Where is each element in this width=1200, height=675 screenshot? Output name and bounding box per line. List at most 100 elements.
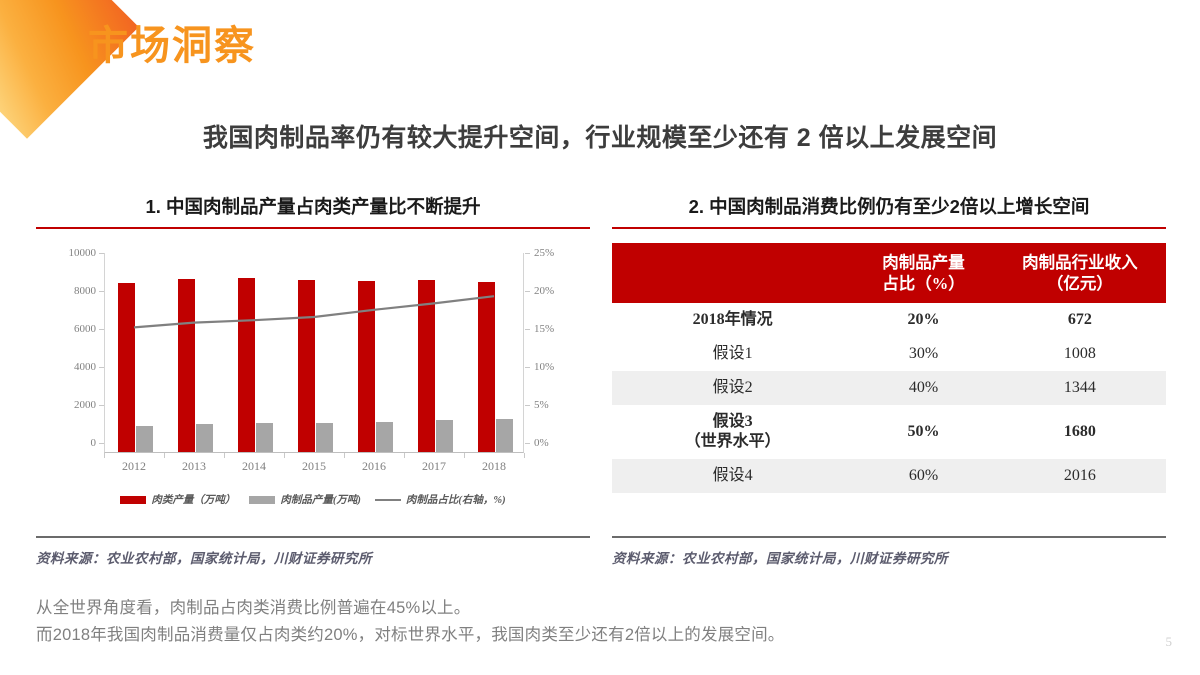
bar-group: [477, 253, 513, 453]
x-axis-tick-2016: 2016: [362, 459, 386, 474]
table-header-pct: 肉制品产量 占比（%）: [853, 243, 994, 304]
left-source-divider: [36, 536, 590, 538]
panel-table: 2. 中国肉制品消费比例仍有至少2倍以上增长空间 肉制品产量 占比（%） 肉制品…: [612, 196, 1166, 566]
x-axis-tick-mark: [404, 453, 405, 459]
bar-meat-output: [477, 281, 495, 453]
legend-item-meat-output: 肉类产量（万吨）: [120, 492, 235, 507]
legend-label-ratio: 肉制品占比(右轴，%): [405, 495, 506, 507]
x-axis-tick-2018: 2018: [482, 459, 506, 474]
table-cell-scenario-line1: 假设3: [712, 413, 753, 431]
panel-chart: 1. 中国肉制品产量占肉类产量比不断提升 10000 8000 6000 400…: [36, 196, 590, 566]
y2-axis-tick-0: 0%: [534, 437, 549, 450]
table-row: 假设4 60% 2016: [612, 459, 1166, 494]
table-row: 假设2 40% 1344: [612, 371, 1166, 406]
y2-axis-tick-15: 15%: [534, 323, 555, 336]
y2-axis-tick-10: 10%: [534, 361, 555, 374]
table-cell-pct: 60%: [853, 459, 994, 494]
legend-swatch-grey-icon: [249, 495, 276, 504]
bar-meat-output: [417, 280, 435, 453]
y2-axis-tick-5: 5%: [534, 399, 549, 412]
bar-processed-output: [135, 425, 153, 453]
bar-group: [297, 253, 333, 453]
x-axis-tick-mark: [104, 453, 105, 459]
legend-swatch-line-icon: [374, 498, 401, 501]
x-axis-tick-2014: 2014: [242, 459, 266, 474]
bar-processed-output: [255, 423, 273, 453]
right-source-block: 资料来源：农业农村部，国家统计局，川财证券研究所: [612, 536, 1166, 567]
x-axis-tick-mark: [164, 453, 165, 459]
table-cell-pct: 20%: [907, 311, 940, 329]
footer-note: 从全世界角度看，肉制品占肉类消费比例普遍在45%以上。 而2018年我国肉制品消…: [36, 595, 785, 648]
bar-processed-output: [195, 424, 213, 453]
y-axis-tick-2000: 2000: [74, 399, 96, 412]
y2-axis-tick-20: 20%: [534, 285, 555, 298]
table-cell-revenue: 2016: [993, 459, 1166, 494]
table-header-rev-line2: （亿元）: [1046, 274, 1113, 294]
table-cell-revenue: 1344: [993, 371, 1166, 406]
table-header-pct-line1: 肉制品产量: [882, 253, 965, 273]
page-number: 5: [1165, 634, 1173, 649]
y2-axis-tick-25: 25%: [534, 247, 555, 260]
y-axis-tick-8000: 8000: [74, 285, 96, 298]
x-axis-tick-2013: 2013: [182, 459, 206, 474]
x-axis-tick-mark: [284, 453, 285, 459]
table-header-name: [612, 243, 854, 304]
panel-right-divider: [612, 227, 1166, 230]
table-cell-revenue: 672: [1067, 311, 1092, 329]
table-header-pct-line2: 占比（%）: [882, 274, 965, 294]
right-source-text: 资料来源：农业农村部，国家统计局，川财证券研究所: [612, 550, 948, 566]
x-axis-tick-2015: 2015: [302, 459, 326, 474]
table-cell-revenue: 1008: [1063, 345, 1096, 363]
x-axis-tick-mark: [464, 453, 465, 459]
x-axis-tick-mark: [224, 453, 225, 459]
table-cell-scenario: 假设4: [612, 459, 854, 494]
table-cell-pct: 30%: [908, 345, 939, 363]
table-row: 假设3 （世界水平） 50% 1680: [612, 405, 1166, 459]
y-axis-tick-6000: 6000: [74, 323, 96, 336]
x-axis-tick-mark: [524, 453, 525, 459]
bar-meat-output: [117, 283, 135, 453]
left-source-text: 资料来源：农业农村部，国家统计局，川财证券研究所: [36, 550, 372, 566]
legend-item-ratio: 肉制品占比(右轴，%): [374, 492, 506, 507]
y-axis-tick-10000: 10000: [68, 247, 97, 260]
legend-label-meat-output: 肉类产量（万吨）: [151, 495, 236, 507]
table-header-rev-line1: 肉制品行业收入: [1022, 253, 1138, 273]
right-source-divider: [612, 536, 1166, 538]
table-cell-revenue: 1680: [1063, 423, 1096, 441]
x-axis-tick-2012: 2012: [122, 459, 146, 474]
panel-left-divider: [36, 227, 590, 230]
bar-group: [117, 253, 153, 453]
table-cell-scenario: 2018年情况: [692, 311, 773, 329]
table-row: 2018年情况 20% 672: [612, 303, 1166, 337]
bar-line-chart: 10000 8000 6000 4000 2000 0 25% 20% 15% …: [36, 237, 590, 527]
left-source-block: 资料来源：农业农村部，国家统计局，川财证券研究所: [36, 536, 590, 567]
table-header-rev: 肉制品行业收入 （亿元）: [993, 243, 1166, 304]
page-subtitle: 我国肉制品率仍有较大提升空间，行业规模至少还有 2 倍以上发展空间: [202, 124, 998, 152]
bar-processed-output: [495, 418, 513, 453]
x-axis-tick-2017: 2017: [422, 459, 446, 474]
bar-processed-output: [315, 422, 333, 453]
table-cell-pct: 50%: [907, 423, 940, 441]
table-header-row: 肉制品产量 占比（%） 肉制品行业收入 （亿元）: [612, 243, 1166, 304]
bar-group: [357, 253, 393, 453]
page-title: 市场洞察: [88, 24, 256, 68]
trend-line: [133, 295, 495, 329]
footer-line-1: 从全世界角度看，肉制品占肉类消费比例普遍在45%以上。: [36, 599, 471, 617]
y-axis-tick-0: 0: [90, 437, 97, 450]
table-cell-scenario: 假设2: [612, 371, 854, 406]
table-cell-pct: 40%: [853, 371, 994, 406]
legend-label-processed-output: 肉制品产量(万吨): [280, 495, 361, 507]
legend-swatch-red-icon: [120, 495, 147, 504]
panel-left-title: 1. 中国肉制品产量占肉类产量比不断提升: [145, 196, 481, 217]
table-cell-scenario: 假设3 （世界水平）: [612, 405, 853, 459]
x-axis-tick-mark: [344, 453, 345, 459]
bar-group: [417, 253, 453, 453]
panel-right-title: 2. 中国肉制品消费比例仍有至少2倍以上增长空间: [688, 196, 1090, 217]
scenario-table: 肉制品产量 占比（%） 肉制品行业收入 （亿元） 2018年情况 20% 672 假设…: [612, 243, 1166, 494]
y-axis-tick-4000: 4000: [74, 361, 96, 374]
bar-meat-output: [357, 281, 375, 453]
table-cell-scenario: 假设1: [712, 345, 753, 363]
legend-item-processed-output: 肉制品产量(万吨): [249, 492, 361, 507]
footer-line-2: 而2018年我国肉制品消费量仅占肉类约20%，对标世界水平，我国肉类至少还有2倍…: [36, 625, 785, 644]
table-cell-scenario-line2: （世界水平）: [684, 433, 781, 451]
